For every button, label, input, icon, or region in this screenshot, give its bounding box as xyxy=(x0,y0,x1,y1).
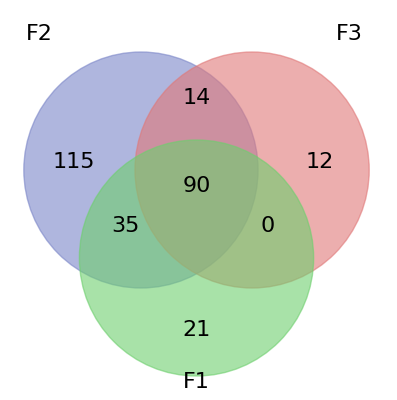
Circle shape xyxy=(24,52,258,288)
Text: 90: 90 xyxy=(182,176,211,196)
Text: 0: 0 xyxy=(261,216,275,236)
Text: 35: 35 xyxy=(111,216,139,236)
Circle shape xyxy=(79,140,314,376)
Text: F3: F3 xyxy=(336,24,363,44)
Text: 21: 21 xyxy=(182,320,211,340)
Text: F1: F1 xyxy=(183,372,210,392)
Text: 14: 14 xyxy=(182,88,211,108)
Text: 115: 115 xyxy=(52,152,95,172)
Text: F2: F2 xyxy=(26,24,53,44)
Text: 12: 12 xyxy=(305,152,334,172)
Circle shape xyxy=(135,52,369,288)
